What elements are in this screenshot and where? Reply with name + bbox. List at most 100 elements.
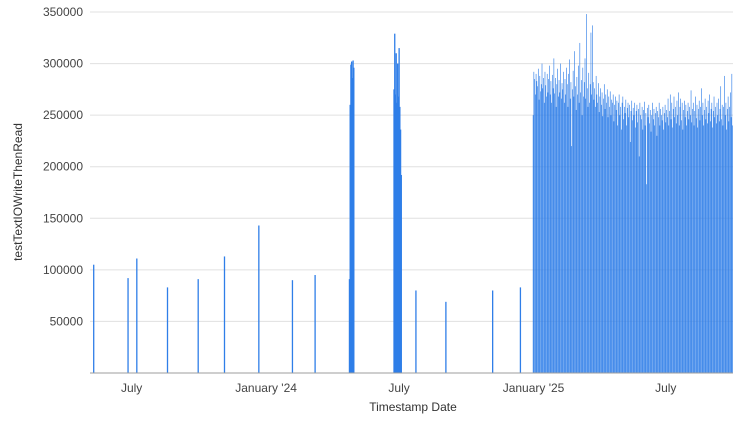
bar (671, 102, 673, 373)
bar (588, 72, 590, 374)
x-tick-label: July (388, 381, 409, 395)
bar (549, 65, 550, 374)
bar (546, 73, 548, 373)
bar (223, 256, 226, 373)
bar (676, 100, 678, 374)
bar (655, 106, 657, 374)
bar (613, 121, 615, 374)
y-tick-label: 50000 (50, 314, 84, 328)
bar (587, 106, 589, 374)
bar (606, 102, 607, 373)
bar (533, 71, 535, 373)
bar (655, 113, 656, 373)
bar (726, 129, 727, 373)
bar (648, 104, 650, 373)
x-tick-label: January '24 (235, 381, 297, 395)
bar (93, 264, 95, 373)
bar (710, 121, 711, 374)
bar (551, 102, 552, 373)
bar (545, 85, 547, 373)
bar (568, 73, 570, 373)
bar (599, 96, 601, 373)
bar (645, 113, 647, 373)
bar (535, 94, 536, 373)
bar (614, 104, 615, 373)
bar (626, 107, 628, 374)
bar (584, 58, 586, 374)
bar (730, 117, 732, 373)
bar (635, 127, 636, 374)
bar (544, 71, 546, 373)
bar (609, 106, 610, 374)
bar (601, 104, 602, 373)
bar (415, 290, 417, 373)
bar (677, 115, 679, 374)
bar (641, 119, 642, 373)
bar (629, 141, 631, 373)
bar (646, 184, 647, 373)
bar (609, 91, 611, 374)
bar (664, 104, 666, 373)
bar (575, 109, 577, 373)
bar (314, 275, 316, 373)
bar (608, 96, 610, 373)
bar (619, 115, 621, 374)
bar (395, 53, 397, 373)
bar (569, 59, 570, 374)
bar (695, 118, 697, 373)
bar (644, 101, 645, 373)
bar (680, 98, 681, 373)
bar (621, 129, 622, 373)
bar (693, 125, 695, 373)
bar (563, 102, 565, 373)
bar (696, 104, 698, 373)
bar (348, 279, 351, 373)
bar (540, 91, 541, 374)
bar (632, 107, 634, 374)
y-tick-label: 250000 (43, 108, 83, 122)
bar (562, 89, 564, 373)
bar (707, 100, 709, 374)
bar (610, 115, 612, 374)
bar (445, 301, 447, 373)
bar (600, 88, 601, 373)
bar (688, 119, 690, 373)
bar (398, 48, 400, 373)
bar (586, 88, 588, 373)
bar (350, 64, 352, 374)
bar (543, 102, 545, 373)
bar (642, 129, 644, 373)
bar (640, 115, 641, 374)
bar (644, 125, 646, 373)
bar (541, 63, 543, 373)
bar (596, 94, 598, 373)
bar (602, 116, 604, 373)
bar (537, 68, 539, 373)
y-tick-label: 100000 (43, 263, 83, 277)
bar (712, 127, 713, 374)
bar (589, 84, 591, 373)
bar (258, 225, 260, 373)
bar (603, 84, 605, 373)
bar (731, 73, 733, 373)
bar (684, 117, 686, 373)
bar (589, 102, 590, 373)
bar (658, 117, 659, 373)
bar (716, 102, 718, 373)
bar (557, 68, 558, 373)
bar (393, 89, 395, 373)
bar (695, 96, 696, 373)
bar (558, 80, 560, 374)
bar (630, 111, 632, 373)
bar (665, 122, 667, 373)
bar (552, 74, 553, 373)
bar (618, 94, 620, 373)
bar (560, 63, 561, 373)
bar (561, 83, 563, 373)
bar (732, 125, 733, 373)
bar (546, 96, 547, 373)
bar (532, 115, 534, 374)
bar (691, 122, 693, 373)
bar (542, 88, 544, 373)
bar (605, 94, 607, 373)
